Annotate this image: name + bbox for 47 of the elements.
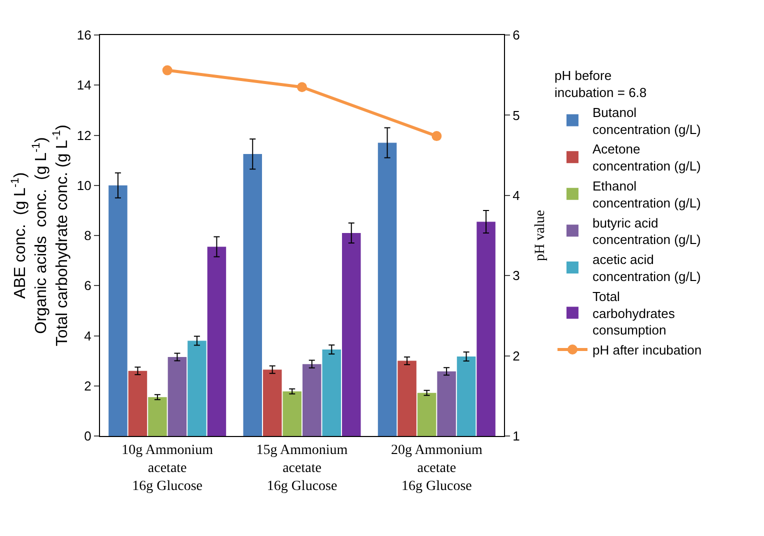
y2-axis-title: pH value <box>533 210 548 261</box>
bar <box>456 356 476 436</box>
y-tick-label: 10 <box>76 178 92 193</box>
bar <box>128 370 148 436</box>
y-tick-label: 2 <box>84 378 92 394</box>
legend-label: Acetone concentration (g/L) <box>592 142 701 174</box>
legend-title: pH before incubation = 6.8 <box>554 68 647 100</box>
bar <box>398 360 416 436</box>
point <box>432 131 442 142</box>
bar <box>243 154 262 436</box>
bar <box>476 222 496 436</box>
y2-tick-label: 4 <box>512 188 520 203</box>
y2-tick-label: 1 <box>512 428 520 444</box>
bar <box>207 246 226 436</box>
bar <box>168 357 187 436</box>
bar <box>302 364 322 436</box>
y-tick-label: 12 <box>76 128 92 143</box>
bar <box>378 142 397 436</box>
legend-label: Butanol concentration (g/L) <box>592 104 701 137</box>
legend-label: butyric acid concentration (g/L) <box>592 215 701 248</box>
bar <box>148 397 167 436</box>
y-tick-label: 4 <box>84 328 92 344</box>
legend-label: Ethanol concentration (g/L) <box>592 178 701 210</box>
y-tick-label: 0 <box>84 428 92 444</box>
y2-tick-label: 2 <box>512 348 520 364</box>
y-tick-label: 6 <box>84 278 92 294</box>
x-tick-label: 20g Ammonium acetate 16g Glucose <box>390 442 482 494</box>
y-tick-label: 8 <box>84 228 92 244</box>
point <box>162 65 172 76</box>
bar <box>322 350 342 436</box>
bar <box>108 185 128 436</box>
legend-label: pH after incubation <box>592 342 702 358</box>
y-tick-label: 14 <box>76 78 92 93</box>
point <box>297 82 307 92</box>
bar <box>262 370 282 436</box>
bar <box>437 371 456 436</box>
x-tick-label: 10g Ammonium acetate 16g Glucose <box>122 442 214 494</box>
x-tick-label: 15g Ammonium acetate 16g Glucose <box>256 442 348 494</box>
bar <box>282 391 302 436</box>
y2-tick-label: 6 <box>512 28 520 43</box>
y2-tick-label: 5 <box>512 108 520 123</box>
bar <box>417 392 436 436</box>
y-tick-label: 16 <box>76 28 92 43</box>
y2-tick-label: 3 <box>512 268 520 284</box>
bar <box>188 340 206 436</box>
bar <box>342 232 361 436</box>
legend-label: acetic acid concentration (g/L) <box>592 252 701 284</box>
